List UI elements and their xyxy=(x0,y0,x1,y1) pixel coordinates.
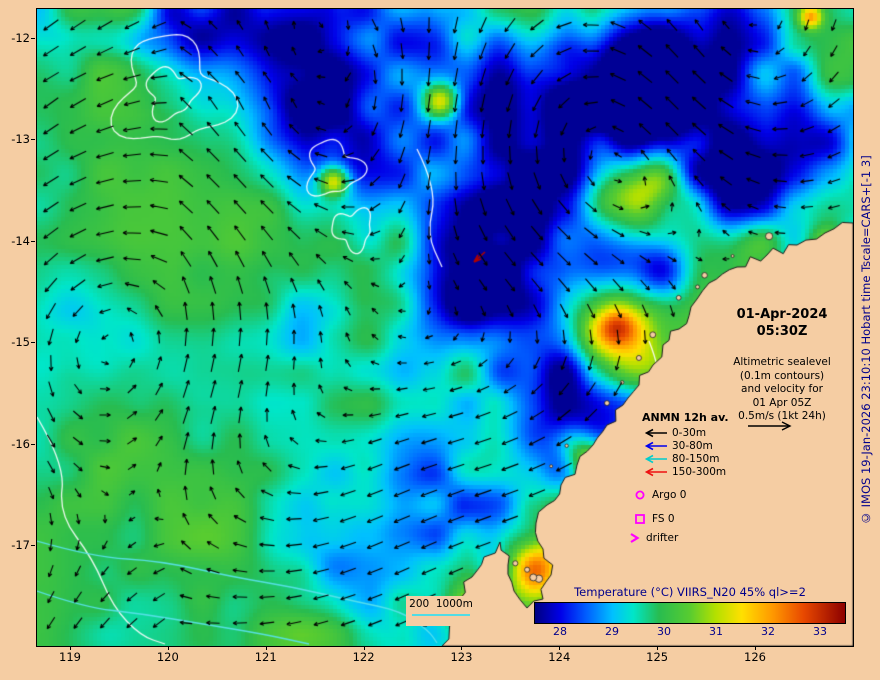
argo-legend-row: Argo 0 xyxy=(634,489,686,501)
anmn-legend: ANMN 12h av. 0-30m 30-80m 80-150m 150-300m xyxy=(642,411,729,478)
map-plot xyxy=(36,8,854,647)
x-tick-label: 125 xyxy=(646,650,669,664)
note-line: and velocity for xyxy=(741,383,823,395)
y-tick-mark xyxy=(31,38,35,39)
colorbar-tick-label: 32 xyxy=(761,625,775,638)
x-tick-label: 120 xyxy=(156,650,179,664)
y-tick-mark xyxy=(31,545,35,546)
date-text: 01-Apr-2024 xyxy=(736,307,828,322)
argo-label: Argo 0 xyxy=(652,489,687,501)
x-tick-label: 119 xyxy=(59,650,81,664)
fs-legend-row: FS 0 xyxy=(634,513,675,525)
colorbar: Temperature (°C) VIIRS_N20 45% ql>=2 28 2… xyxy=(534,585,846,639)
colorbar-tick-label: 30 xyxy=(657,625,671,638)
credit-text: © IMOS 19-Jan-2026 23:10:10 Hobart time … xyxy=(859,155,873,525)
note-line: Altimetric sealevel xyxy=(733,356,831,368)
y-tick-label: -16 xyxy=(11,436,30,451)
depth-range-label: 150-300m xyxy=(672,465,727,478)
colorbar-gradient xyxy=(534,602,846,624)
y-tick-mark xyxy=(31,342,35,344)
colorbar-tick-label: 33 xyxy=(813,625,827,638)
colorbar-ticks: 28 29 30 31 32 33 xyxy=(534,624,846,639)
depth-arrow-icon xyxy=(644,428,667,437)
y-tick-label: -17 xyxy=(11,538,30,552)
bathymetry-line-sample xyxy=(412,614,470,616)
depth-legend-row: 30-80m xyxy=(642,439,729,452)
x-tick-label: 123 xyxy=(450,650,473,664)
altimetry-note: Altimetric sealevel (0.1m contours) and ve… xyxy=(702,356,862,424)
y-tick-label: -14 xyxy=(11,233,30,248)
velocity-scale-arrow-icon xyxy=(748,421,792,431)
depth-range-label: 80-150m xyxy=(672,452,720,465)
x-tick-label: 122 xyxy=(352,650,375,664)
y-tick-label: -15 xyxy=(11,335,30,350)
drifter-legend-row: drifter xyxy=(628,532,678,544)
depth-legend-row: 80-150m xyxy=(642,452,729,465)
sst-map-canvas xyxy=(37,9,853,646)
x-tick-label: 121 xyxy=(254,650,277,664)
y-tick-mark xyxy=(31,139,35,141)
anmn-legend-rows: 0-30m 30-80m 80-150m 150-300m xyxy=(642,426,729,478)
depth-arrow-icon xyxy=(644,467,667,476)
colorbar-title: Temperature (°C) VIIRS_N20 45% ql>=2 xyxy=(574,585,806,599)
y-tick-mark xyxy=(31,240,35,242)
depth-legend-row: 150-300m xyxy=(642,465,729,478)
timestamp-block: 01-Apr-2024 05:30Z xyxy=(702,306,862,340)
bathymetry-label: 200 1000m xyxy=(409,598,473,610)
x-tick-label: 124 xyxy=(548,650,571,664)
y-tick-label: -12 xyxy=(11,31,30,45)
anmn-legend-title: ANMN 12h av. xyxy=(642,411,729,424)
note-line: (0.1m contours) xyxy=(739,369,825,382)
depth-legend-row: 0-30m xyxy=(642,426,729,439)
y-tick-mark xyxy=(31,443,35,445)
bathymetry-legend: 200 1000m xyxy=(406,596,476,626)
colorbar-tick-label: 29 xyxy=(605,625,619,638)
depth-arrow-icon xyxy=(644,441,667,450)
depth-range-label: 30-80m xyxy=(672,439,713,452)
fs-label: FS 0 xyxy=(652,513,675,525)
drifter-label: drifter xyxy=(646,532,679,544)
depth-range-label: 0-30m xyxy=(672,426,707,439)
y-tick-label: -13 xyxy=(11,132,30,147)
depth-arrow-icon xyxy=(644,454,667,463)
argo-circle-icon xyxy=(635,490,645,500)
drifter-chevron-icon xyxy=(630,533,640,543)
fs-square-icon xyxy=(635,514,645,524)
time-text: 05:30Z xyxy=(756,324,808,339)
x-tick-label: 126 xyxy=(744,650,766,664)
note-line: 0.5m/s (1kt 24h) xyxy=(738,410,826,422)
colorbar-tick-label: 28 xyxy=(553,625,567,638)
colorbar-tick-label: 31 xyxy=(709,625,723,638)
note-line: 01 Apr 05Z xyxy=(752,396,812,409)
